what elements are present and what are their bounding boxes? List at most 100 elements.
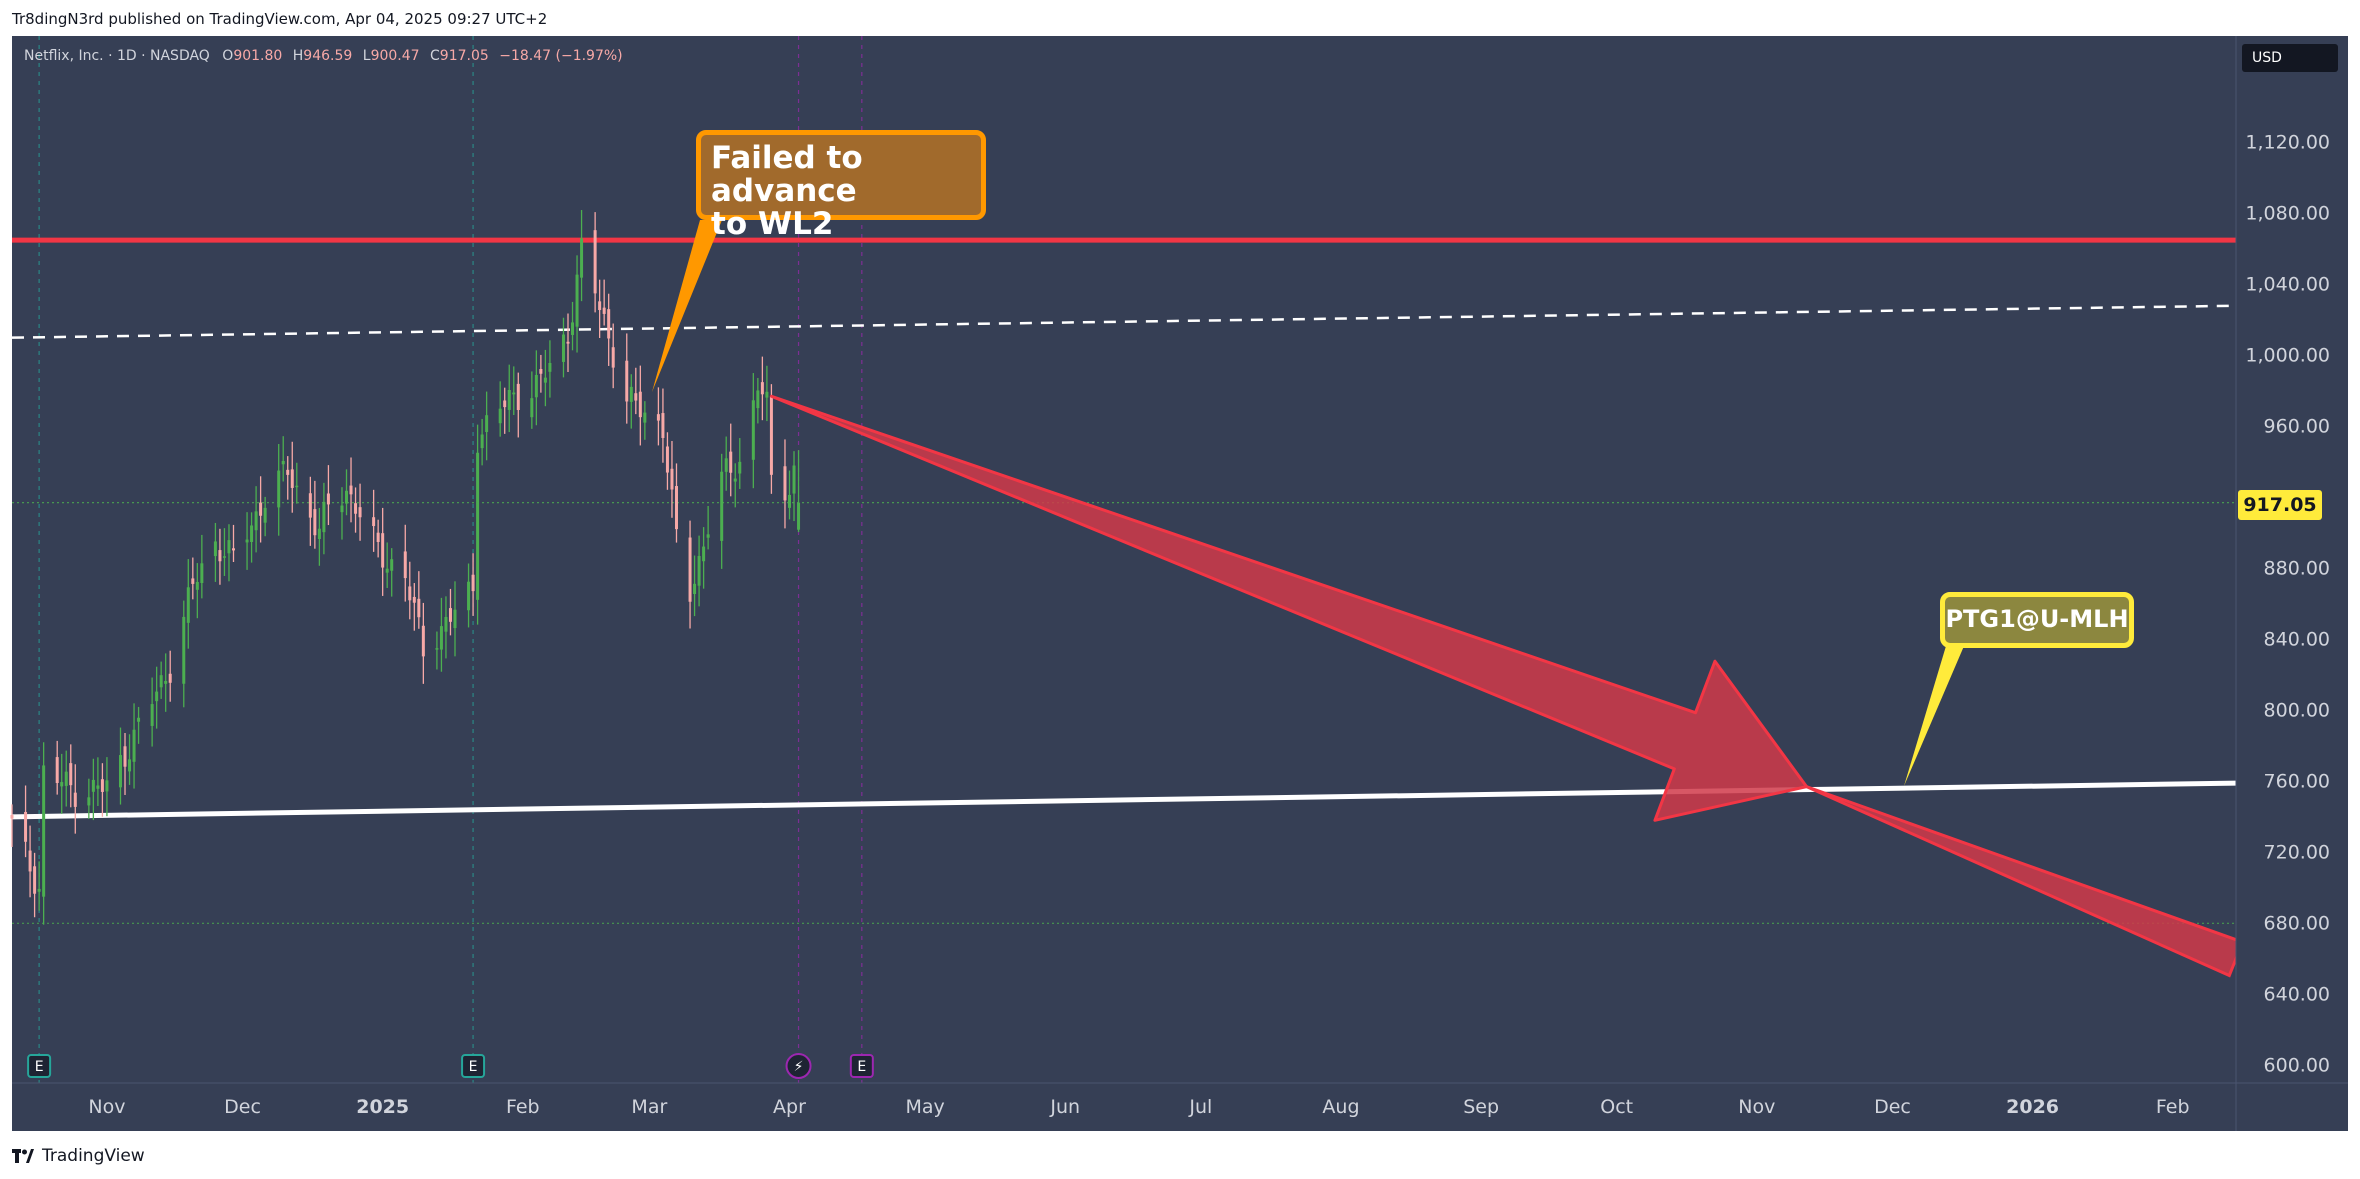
candle-body xyxy=(412,596,416,603)
time-tick-label: Oct xyxy=(1600,1096,1633,1118)
candle-body xyxy=(123,746,127,767)
candle-body xyxy=(105,780,109,792)
candle-body xyxy=(661,413,665,438)
earnings-event-marker[interactable] xyxy=(849,1054,874,1078)
candle-body xyxy=(656,414,660,421)
earnings-event-marker[interactable] xyxy=(461,1054,486,1078)
time-tick-label: 2026 xyxy=(2006,1096,2059,1118)
candle-body xyxy=(182,616,186,684)
candle-body xyxy=(349,485,353,495)
candle-body xyxy=(403,551,407,579)
last-price-label: 917.05 xyxy=(2238,490,2322,520)
close-value: 917.05 xyxy=(439,48,489,64)
price-tick-label: 1,080.00 xyxy=(2245,202,2330,224)
footer-logo[interactable]: TradingView xyxy=(12,1146,145,1166)
candle-body xyxy=(250,525,254,543)
candle-body xyxy=(543,377,547,383)
projection-arrow[interactable] xyxy=(769,394,1809,822)
candle-body xyxy=(566,341,570,344)
high-value: 946.59 xyxy=(303,48,353,64)
candle-body xyxy=(787,494,791,508)
change-value: −18.47 (−1.97%) xyxy=(499,48,623,64)
candle-body xyxy=(37,888,41,892)
event-marker-label: E xyxy=(857,1059,866,1075)
candle-body xyxy=(290,469,294,488)
price-tick-label: 1,040.00 xyxy=(2245,273,2330,295)
price-tick-label: 880.00 xyxy=(2264,557,2330,579)
candle-body xyxy=(760,382,764,395)
callout-ptg1[interactable]: PTG1@U-MLH xyxy=(1940,592,2134,648)
lower-median-line-line[interactable] xyxy=(11,780,2237,820)
candle-body xyxy=(60,782,64,787)
candle-body xyxy=(643,412,647,423)
candle-body xyxy=(100,779,104,792)
chart-area[interactable] xyxy=(12,36,2348,1131)
candle-body xyxy=(634,393,638,401)
time-tick-label: Mar xyxy=(631,1096,667,1118)
candle-body xyxy=(435,648,439,650)
candle-body xyxy=(534,374,538,398)
price-tick-label: 600.00 xyxy=(2264,1054,2330,1076)
candle-body xyxy=(254,511,258,531)
price-tick-label: 720.00 xyxy=(2264,841,2330,863)
candle-body xyxy=(10,815,14,819)
candle-body xyxy=(385,568,389,573)
time-tick-label: May xyxy=(905,1096,944,1118)
low-label: L xyxy=(362,48,371,64)
candle-body xyxy=(607,309,611,339)
dividend-event-marker[interactable] xyxy=(785,1053,812,1079)
candle-body xyxy=(697,556,701,586)
candle-body xyxy=(638,391,642,418)
price-axis-panel[interactable] xyxy=(2236,36,2348,1131)
candle-body xyxy=(69,763,73,786)
symbol-name[interactable]: Netflix, Inc. · 1D · NASDAQ xyxy=(24,48,210,64)
candle-body xyxy=(706,534,710,538)
candle-body xyxy=(665,446,669,473)
candle-body xyxy=(625,360,629,402)
candle-body xyxy=(751,400,755,460)
symbol-legend[interactable]: Netflix, Inc. · 1D · NASDAQ O901.80 H946… xyxy=(24,48,623,64)
candle-body xyxy=(756,390,760,409)
candle-body xyxy=(317,528,321,540)
candle-body xyxy=(693,583,697,595)
candle-body xyxy=(769,395,773,475)
candle-body xyxy=(598,301,602,311)
candle-body xyxy=(132,729,136,762)
candle-body xyxy=(498,408,502,424)
candle-body xyxy=(191,578,195,584)
candle-body xyxy=(218,550,222,562)
footer-bar xyxy=(0,1131,2360,1179)
candle-body xyxy=(765,391,769,398)
candle-body xyxy=(670,468,674,490)
event-marker-label: ⚡ xyxy=(794,1059,804,1075)
candle-body xyxy=(688,537,692,602)
candle-body xyxy=(783,466,787,501)
price-tick-label: 640.00 xyxy=(2264,983,2330,1005)
event-marker-label: E xyxy=(469,1059,478,1075)
upper-median-line-dashed-line[interactable] xyxy=(11,304,2237,339)
currency-selector[interactable]: USD xyxy=(2242,44,2338,72)
candle-body xyxy=(200,563,204,583)
candle-body xyxy=(313,509,317,536)
time-tick-label: Feb xyxy=(506,1096,540,1118)
candle-body xyxy=(602,307,606,314)
candle-body xyxy=(421,625,425,657)
time-tick-label: Aug xyxy=(1322,1096,1359,1118)
price-tick-label: 1,120.00 xyxy=(2245,131,2330,153)
candle-body xyxy=(24,811,28,842)
candle-body xyxy=(354,503,358,514)
callout-failed-to-advance[interactable]: Failed to advance to WL2 xyxy=(696,130,986,241)
projection-arrow-extension[interactable] xyxy=(1805,785,2245,978)
candle-body xyxy=(128,759,132,772)
candle-body xyxy=(444,616,448,632)
candle-body xyxy=(792,465,796,494)
candle-body xyxy=(724,458,728,472)
candle-body xyxy=(195,581,199,590)
candle-body xyxy=(159,675,163,688)
ptg-callout-pointer xyxy=(1904,646,1964,786)
earnings-event-marker[interactable] xyxy=(27,1054,52,1078)
time-tick-label: Nov xyxy=(88,1096,125,1118)
time-tick-label: Apr xyxy=(773,1096,806,1118)
axes-layer: 600.00 640.00 680.00 720.00 760.00 800.00 840.… xyxy=(12,36,2348,1131)
